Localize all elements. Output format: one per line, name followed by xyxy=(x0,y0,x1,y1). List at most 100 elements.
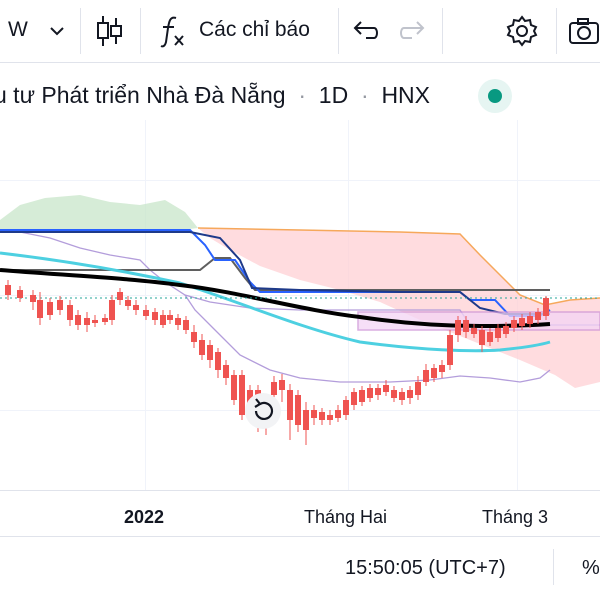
candle-down xyxy=(311,410,317,418)
undo-icon[interactable] xyxy=(352,18,380,44)
toolbar-divider xyxy=(442,8,443,54)
time-axis-label: 2022 xyxy=(124,507,165,527)
redo-icon[interactable] xyxy=(398,18,426,44)
candle-down xyxy=(479,330,485,345)
candle-down xyxy=(439,365,445,372)
candle-down xyxy=(239,375,245,415)
candle-down xyxy=(231,375,237,400)
grid-line xyxy=(0,180,600,181)
candle-down xyxy=(463,320,469,332)
candle-down xyxy=(415,382,421,395)
market-status-indicator[interactable] xyxy=(478,79,512,113)
candle-down xyxy=(5,285,11,295)
candle-down xyxy=(223,365,229,378)
candle-down xyxy=(152,312,158,320)
chart-canvas xyxy=(0,195,600,445)
candle-down xyxy=(399,392,405,400)
candle-down xyxy=(303,410,309,430)
candle-down xyxy=(92,320,98,323)
candle-down xyxy=(167,315,173,320)
candle-down xyxy=(351,392,357,405)
candle-down xyxy=(30,295,36,302)
time-axis[interactable]: 2022 Tháng Hai Tháng 3 xyxy=(0,490,600,536)
price-chart[interactable] xyxy=(0,120,600,490)
candle-down xyxy=(367,388,373,398)
candle-down xyxy=(375,388,381,395)
candle-down xyxy=(160,315,166,325)
toolbar-divider xyxy=(556,8,557,54)
candlestick-icon[interactable] xyxy=(94,14,124,48)
candle-down xyxy=(215,352,221,370)
candle-down xyxy=(47,302,53,315)
candle-down xyxy=(511,320,517,328)
replay-button[interactable] xyxy=(245,393,281,429)
candle-down xyxy=(17,290,23,298)
candle-down xyxy=(487,332,493,342)
candle-down xyxy=(191,332,197,342)
baseline-line xyxy=(0,268,551,329)
symbol-exchange: HNX xyxy=(381,82,430,108)
candle-down xyxy=(75,315,81,325)
top-toolbar: W Các chỉ báo xyxy=(0,0,600,63)
tenkan-line xyxy=(0,229,551,317)
gear-icon[interactable] xyxy=(505,14,539,48)
grid-line xyxy=(0,295,600,296)
candle-down xyxy=(133,305,139,310)
symbol-title: u tư Phát triển Nhà Đà Nẵng · 1D · HNX xyxy=(0,82,430,109)
clock-display[interactable]: 15:50:05 (UTC+7) xyxy=(345,557,506,579)
candle-down xyxy=(527,316,533,324)
toolbar-divider xyxy=(80,8,81,54)
candle-down xyxy=(84,318,90,325)
candle-down xyxy=(319,412,325,420)
candle-down xyxy=(335,410,341,418)
leading-span-line xyxy=(197,227,600,306)
grid-line xyxy=(348,120,349,490)
time-axis-label: Tháng 3 xyxy=(482,507,549,527)
candle-down xyxy=(383,385,389,392)
candle-down xyxy=(102,318,108,322)
candle-down xyxy=(125,300,131,306)
camera-icon[interactable] xyxy=(568,16,600,46)
candle-down xyxy=(183,320,189,330)
candle-down xyxy=(503,326,509,334)
candle-down xyxy=(535,312,541,320)
candle-down xyxy=(327,415,333,420)
candle-down xyxy=(543,298,549,316)
chevron-down-icon[interactable] xyxy=(48,24,66,38)
indicators-button[interactable]: Các chỉ báo xyxy=(199,18,310,41)
candle-down xyxy=(143,310,149,316)
candle-down xyxy=(471,328,477,334)
symbol-interval: 1D xyxy=(318,82,349,108)
bottom-bar: 15:50:05 (UTC+7) % xyxy=(0,536,600,601)
chikou-line xyxy=(0,257,550,291)
candle-down xyxy=(37,300,43,318)
donchian-lower-line xyxy=(184,294,551,383)
candle-down xyxy=(117,292,123,300)
candle-down xyxy=(359,390,365,402)
moving-average-line xyxy=(0,251,551,353)
toolbar-divider xyxy=(338,8,339,54)
candle-down xyxy=(455,320,461,335)
candle-down xyxy=(423,370,429,382)
footer-divider xyxy=(553,549,554,585)
candle-down xyxy=(57,300,63,310)
candle-down xyxy=(495,328,501,338)
candle-down xyxy=(391,390,397,398)
interval-button[interactable]: W xyxy=(8,18,28,41)
candle-down xyxy=(67,305,73,320)
percent-scale-button[interactable]: % xyxy=(582,557,600,579)
function-icon[interactable] xyxy=(158,14,188,50)
candle-down xyxy=(271,382,277,395)
separator-dot: · xyxy=(291,82,313,108)
candle-down xyxy=(431,368,437,378)
candle-down xyxy=(407,390,413,398)
candle-down xyxy=(519,318,525,326)
market-status-dot xyxy=(488,89,502,103)
kijun-line xyxy=(0,231,550,315)
symbol-header[interactable]: u tư Phát triển Nhà Đà Nẵng · 1D · HNX xyxy=(0,70,600,120)
candle-down xyxy=(199,340,205,355)
toolbar-divider xyxy=(140,8,141,54)
candle-down xyxy=(447,335,453,365)
candle-down xyxy=(287,390,293,420)
candle-down xyxy=(175,318,181,325)
